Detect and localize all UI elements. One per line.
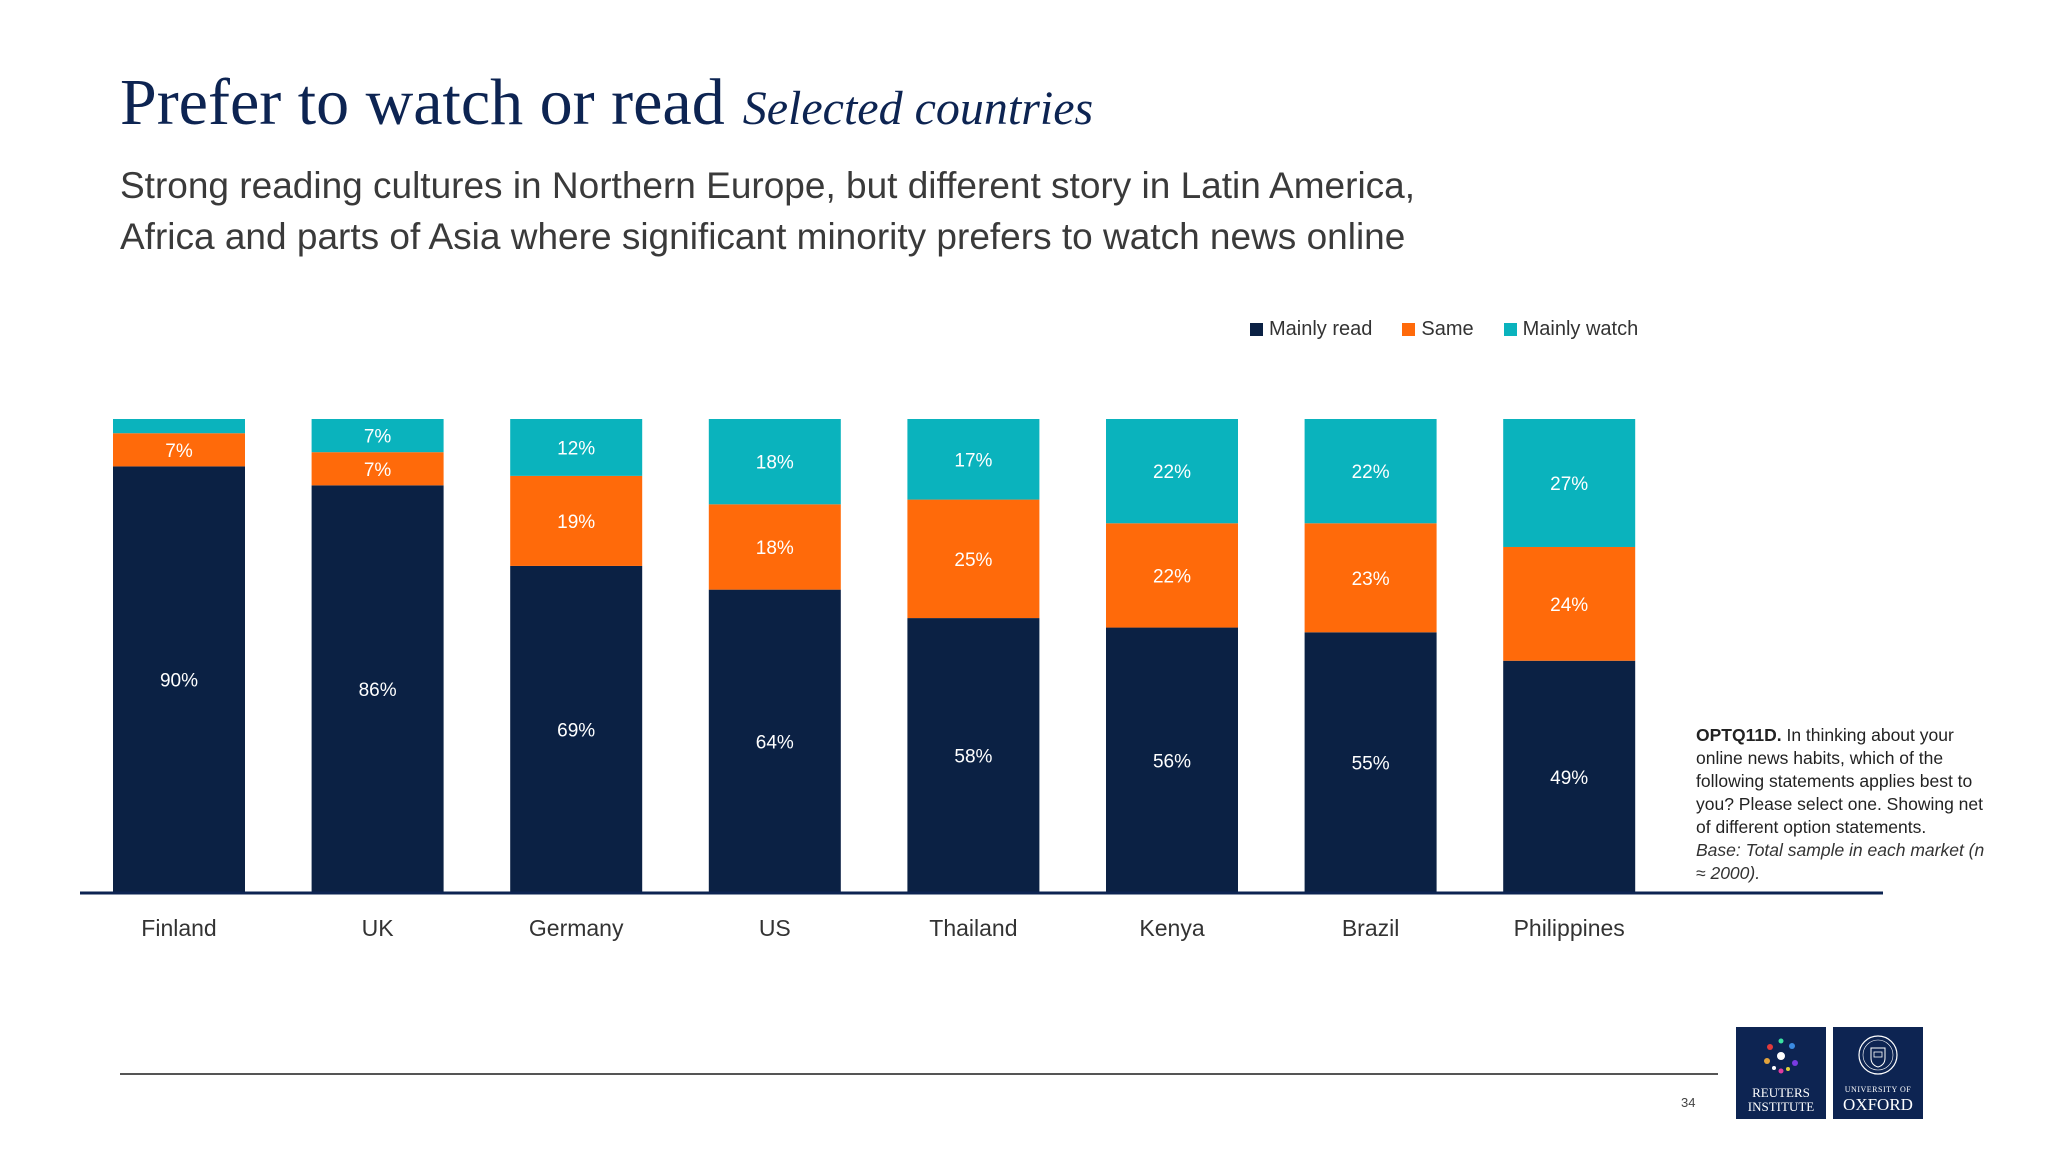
bar-kenya-mainly-read: [1106, 627, 1238, 893]
data-label-uk-same: 7%: [364, 460, 392, 481]
title-main: Prefer to watch or read: [120, 66, 725, 139]
title-italic: Selected countries: [742, 82, 1094, 135]
x-tick-label-thailand: Thailand: [929, 915, 1017, 941]
legend-label-mainly-read: Mainly read: [1269, 318, 1373, 340]
note-question-text: In thinking about your online news habit…: [1696, 725, 1983, 837]
bar-us-mainly-watch: [708, 419, 841, 505]
bar-finland-mainly-watch: [113, 419, 245, 434]
legend-label-mainly-watch: Mainly watch: [1522, 318, 1639, 340]
bar-philippines-same: [1503, 546, 1636, 661]
bar-kenya-same: [1106, 523, 1238, 628]
stacked-bar-chart: 90% 7% Finland 86% 7% 7% UK 69% 19% 12% Germany 64%…: [80, 419, 1883, 941]
data-label-philippines-mainly-watch: 27%: [1550, 474, 1588, 495]
data-label-us-mainly-read: 64%: [756, 732, 794, 753]
data-label-brazil-mainly-watch: 22%: [1352, 462, 1390, 483]
bar-germany-mainly-watch: [510, 419, 643, 476]
data-label-kenya-mainly-watch: 22%: [1153, 462, 1191, 483]
bar-us-same: [708, 504, 841, 590]
question-note: OPTQ11D. In thinking about your online n…: [1696, 724, 1996, 885]
bar-brazil-mainly-watch: [1304, 419, 1437, 524]
data-label-us-same: 18%: [756, 538, 794, 559]
data-label-uk-mainly-read: 86%: [359, 680, 397, 701]
x-tick-label-us: US: [759, 915, 791, 941]
slide-subtitle: Strong reading cultures in Northern Euro…: [120, 160, 1500, 262]
oxford-university-logo: UNIVERSITY OF OXFORD: [1833, 1027, 1923, 1119]
bar-us-mainly-read: [708, 589, 841, 893]
note-question-code: OPTQ11D.: [1696, 725, 1782, 745]
data-label-kenya-same: 22%: [1153, 566, 1191, 587]
subtitle-line-1: Strong reading cultures in Northern Euro…: [120, 165, 1416, 206]
bar-germany-same: [510, 475, 643, 566]
bar-thailand-mainly-watch: [907, 419, 1040, 500]
data-label-uk-mainly-watch: 7%: [364, 427, 392, 448]
data-label-brazil-mainly-read: 55%: [1352, 754, 1390, 775]
data-label-thailand-mainly-read: 58%: [954, 747, 992, 768]
bar-brazil-mainly-read: [1304, 632, 1437, 893]
bar-uk-same: [311, 452, 444, 486]
bar-germany-mainly-read: [510, 565, 643, 893]
chart-legend: Mainly read Same Mainly watch: [1250, 318, 1638, 341]
data-label-germany-mainly-watch: 12%: [557, 438, 595, 459]
data-label-thailand-same: 25%: [954, 550, 992, 571]
x-tick-label-brazil: Brazil: [1342, 915, 1400, 941]
data-label-thailand-mainly-watch: 17%: [954, 450, 992, 471]
x-tick-label-finland: Finland: [141, 915, 216, 941]
x-tick-label-philippines: Philippines: [1514, 915, 1625, 941]
data-label-philippines-same: 24%: [1550, 595, 1588, 616]
data-label-finland-same: 7%: [165, 441, 193, 462]
legend-item-same: Same: [1402, 318, 1474, 341]
footer-divider: [120, 1073, 1718, 1075]
bar-philippines-mainly-watch: [1503, 419, 1636, 547]
data-label-philippines-mainly-read: 49%: [1550, 768, 1588, 789]
bar-thailand-mainly-read: [907, 618, 1040, 893]
data-label-kenya-mainly-read: 56%: [1153, 751, 1191, 772]
x-tick-label-kenya: Kenya: [1139, 915, 1204, 941]
legend-item-mainly-read: Mainly read: [1250, 318, 1372, 341]
subtitle-line-2: Africa and parts of Asia where significa…: [120, 216, 1406, 257]
legend-label-same: Same: [1421, 318, 1474, 340]
data-label-brazil-same: 23%: [1352, 569, 1390, 590]
legend-swatch-mainly-read: [1250, 323, 1263, 336]
reuters-line-1: REUTERS: [1752, 1085, 1810, 1100]
reuters-line-2: INSTITUTE: [1747, 1099, 1815, 1114]
legend-item-mainly-watch: Mainly watch: [1503, 318, 1639, 341]
bar-brazil-same: [1304, 523, 1437, 633]
oxford-crest-icon: [1858, 1035, 1898, 1075]
bar-uk-mainly-read: [311, 485, 444, 893]
legend-swatch-same: [1402, 323, 1416, 336]
page-number: 34: [1681, 1095, 1696, 1110]
x-tick-label-germany: Germany: [529, 915, 624, 941]
x-tick-label-uk: UK: [362, 915, 395, 941]
reuters-dots-icon: [1764, 1038, 1798, 1074]
data-label-us-mainly-watch: 18%: [756, 453, 794, 474]
bar-finland-mainly-read: [113, 466, 245, 893]
bar-thailand-same: [907, 499, 1040, 619]
bar-uk-mainly-watch: [311, 419, 444, 453]
data-label-germany-mainly-read: 69%: [557, 720, 595, 741]
oxford-line-1: UNIVERSITY OF: [1844, 1085, 1912, 1094]
bar-finland-same: [113, 433, 245, 467]
oxford-line-2: OXFORD: [1843, 1095, 1913, 1114]
note-base: Base: Total sample in each market (n ≈ 2…: [1696, 840, 1985, 883]
reuters-institute-logo: REUTERS INSTITUTE: [1736, 1027, 1826, 1119]
data-label-germany-same: 19%: [557, 512, 595, 533]
slide-title: Prefer to watch or read Selected countrie…: [120, 70, 1093, 136]
bar-philippines-mainly-read: [1503, 660, 1636, 893]
bar-kenya-mainly-watch: [1106, 419, 1238, 524]
data-label-finland-mainly-read: 90%: [160, 671, 198, 692]
legend-swatch-mainly-watch: [1503, 323, 1517, 336]
